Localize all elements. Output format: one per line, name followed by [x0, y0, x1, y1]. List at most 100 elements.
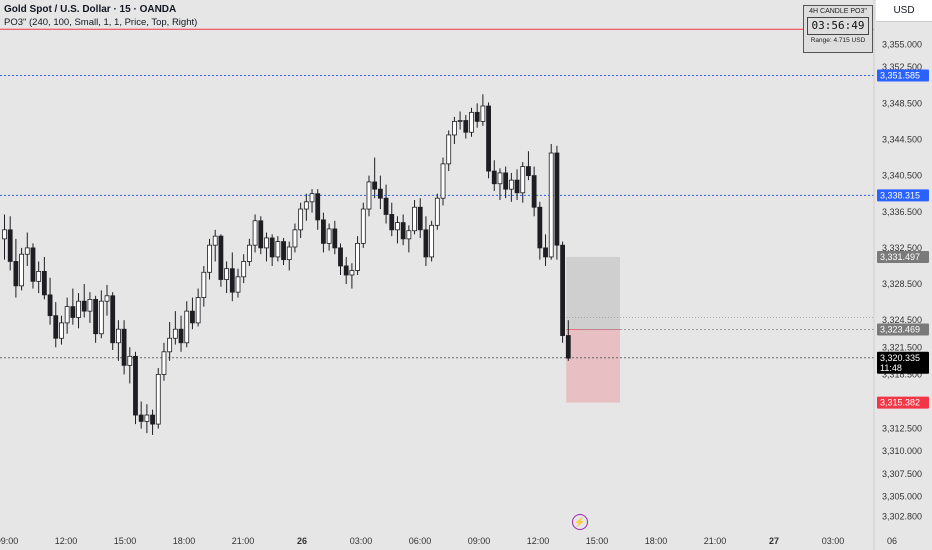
candle-body	[98, 300, 104, 335]
y-tick-label: 3,312.500	[882, 424, 922, 434]
candle-body	[429, 224, 435, 258]
grey-price-tag	[877, 323, 929, 336]
price-tag-label: 3,320.335	[880, 353, 920, 363]
candle-body	[377, 188, 383, 199]
y-tick-label: 3,321.500	[882, 342, 922, 352]
candle-body	[178, 328, 184, 344]
candle-body	[110, 295, 116, 344]
candle-body	[286, 246, 292, 261]
candle-body	[116, 328, 121, 344]
candle-body	[47, 294, 53, 317]
candle-body	[349, 270, 355, 276]
candle-body	[452, 120, 457, 136]
candle-body	[184, 310, 190, 344]
y-tick-label: 3,336.500	[882, 207, 922, 217]
candlestick-series	[2, 94, 571, 435]
grey-zone	[566, 256, 620, 330]
indicator-legend[interactable]: PO3" (240, 100, Small, 1, 1, Price, Top,…	[4, 17, 198, 28]
x-tick-label: 26	[297, 536, 307, 546]
candle-body	[53, 315, 59, 339]
candle-body	[269, 237, 275, 258]
candle-body	[434, 197, 440, 226]
candle-body	[315, 193, 321, 221]
y-tick-label: 3,307.500	[882, 469, 922, 479]
candle-body	[400, 222, 406, 240]
candle-body	[207, 244, 212, 273]
candle-body	[332, 228, 338, 249]
candle-body	[321, 219, 326, 244]
candle-body	[64, 306, 70, 324]
candle-body	[554, 152, 560, 246]
candle-body	[252, 220, 258, 246]
candle-body	[457, 120, 463, 122]
candle-body	[338, 247, 343, 267]
price-labels: 3,351.5853,338.3153,331.4973,323.4693,32…	[877, 69, 929, 409]
blue-price-tag	[877, 69, 929, 82]
candle-body	[389, 214, 395, 231]
y-tick-label: 3,305.000	[882, 491, 922, 501]
candle-body	[104, 295, 110, 302]
x-tick-label: 06:00	[409, 536, 432, 546]
candle-body	[309, 193, 315, 203]
candle-body	[360, 208, 366, 244]
candle-body	[343, 265, 349, 276]
currency-button[interactable]: USD	[876, 0, 932, 22]
y-tick-label: 3,324.500	[882, 315, 922, 325]
candle-body	[543, 247, 548, 258]
candle-body	[59, 322, 64, 339]
horizontal-levels	[0, 28, 874, 359]
candle-body	[172, 328, 178, 339]
y-axis: 3,355.000 3,352.500 3,348.500 3,344.500 3,34…	[882, 40, 922, 522]
candle-body	[264, 237, 269, 249]
candle-body	[258, 220, 264, 249]
candle-range: Range: 4.715 USD	[810, 37, 866, 44]
candle-body	[167, 337, 173, 353]
x-tick-label: 21:00	[704, 536, 727, 546]
candle-body	[383, 197, 389, 215]
candle-body	[491, 170, 497, 185]
candle-body	[7, 229, 13, 262]
candle-body	[127, 355, 133, 366]
candle-body	[326, 228, 332, 244]
candle-body	[155, 373, 161, 425]
candle-body	[508, 179, 514, 190]
candle-body	[531, 175, 537, 208]
candle-body	[121, 328, 127, 366]
candle-body	[133, 355, 138, 416]
candle-body	[497, 172, 503, 185]
candle-body	[372, 181, 378, 190]
candle-body	[446, 134, 452, 165]
candle-body	[275, 241, 281, 258]
candle-body	[303, 201, 309, 210]
candle-body	[144, 414, 150, 422]
x-tick-label: 12:00	[527, 536, 550, 546]
lightning-icon[interactable]: ⚡	[572, 514, 588, 530]
y-tick-label: 3,355.000	[882, 40, 922, 50]
candle-body	[395, 222, 400, 231]
candle-body	[526, 166, 531, 177]
blue-price-tag	[877, 189, 929, 202]
candle-body	[474, 111, 480, 122]
candle-body	[480, 105, 486, 122]
red-price-tag	[877, 396, 929, 409]
x-tick-label: 12:00	[55, 536, 78, 546]
candle-body	[292, 229, 298, 248]
y-tick-label: 3,344.500	[882, 134, 922, 144]
candle-body	[81, 300, 87, 312]
symbol-name: Gold Spot / U.S. Dollar · 15 · OANDA	[4, 4, 177, 15]
y-tick-label: 3,328.500	[882, 279, 922, 289]
y-tick-label: 3,318.500	[882, 369, 922, 379]
price-tag-label: 3,315.382	[880, 398, 920, 408]
candle-body	[298, 208, 304, 231]
price-tag-label: 3,331.497	[880, 252, 920, 262]
candle-body	[281, 241, 286, 261]
candle-body	[537, 206, 543, 249]
symbol-title[interactable]: Gold Spot / U.S. Dollar · 15 · OANDA	[4, 4, 176, 15]
candle-body	[514, 179, 520, 194]
candle-timer-widget: 4H CANDLE PO3" 03:56:49 Range: 4.715 USD	[803, 5, 873, 53]
x-tick-label: 27	[769, 536, 779, 546]
candle-body	[70, 306, 76, 318]
x-tick-label: 18:00	[173, 536, 196, 546]
candle-body	[423, 229, 429, 258]
